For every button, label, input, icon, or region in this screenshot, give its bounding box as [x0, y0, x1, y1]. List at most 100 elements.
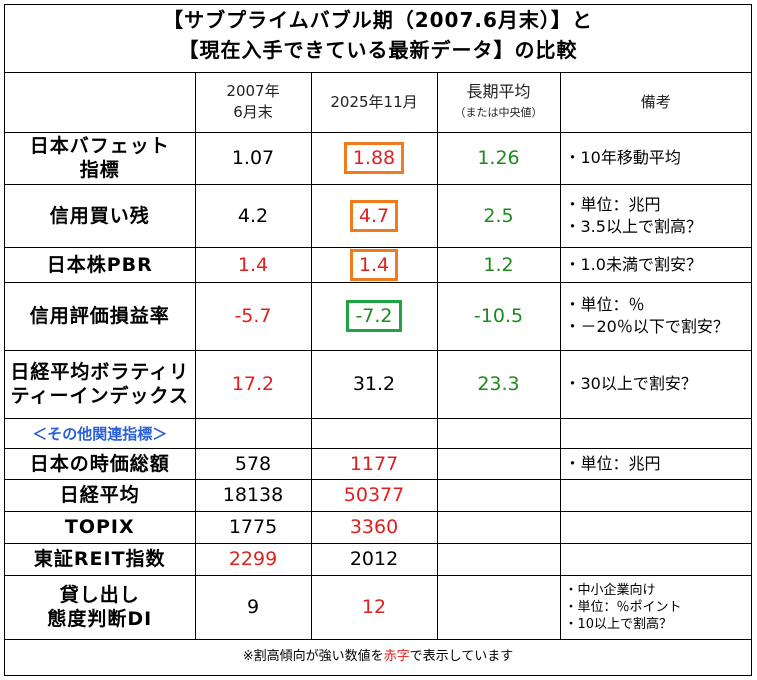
- header-2007: 2007年 6月末: [194, 73, 312, 133]
- value-average: 1.26: [436, 131, 561, 185]
- header-average-label: 長期平均: [466, 82, 531, 102]
- value-average: -10.5: [436, 281, 561, 351]
- footer-red-word: 赤字: [383, 648, 410, 664]
- note: ・中小企業向け ・単位：％ポイント ・10以上で割高？: [559, 574, 751, 640]
- row-label: 信用買い残: [5, 183, 196, 248]
- header-average: 長期平均 （または中央値）: [436, 73, 561, 133]
- value-2007: 2299: [194, 542, 312, 576]
- note-line1: ・単位：兆円: [564, 194, 661, 214]
- value-2007: 578: [194, 447, 312, 480]
- note: [559, 510, 751, 544]
- value-2025: 1177: [310, 447, 438, 480]
- table-row: 信用評価損益率 -5.7 -7.2 -10.5 ・単位：％ ・－20％以下で割安…: [5, 281, 751, 351]
- row-label: 日経平均ボラティリ ティーインデックス: [5, 349, 196, 419]
- table-row: 日本バフェット 指標 1.07 1.88 1.26 ・10年移動平均: [5, 131, 751, 185]
- highlight-box: -7.2: [346, 300, 402, 332]
- empty-cell: [194, 417, 312, 449]
- table-row: 日本の時価総額 578 1177 ・単位：兆円: [5, 447, 751, 480]
- value-2025: 1.88: [310, 131, 438, 185]
- footer-suffix: で表示しています: [409, 648, 514, 664]
- header-2025: 2025年11月: [310, 73, 438, 133]
- value-2025: 4.7: [310, 183, 438, 248]
- footer-row: ※割高傾向が強い数値を赤字で表示しています: [5, 638, 751, 669]
- note: ・単位：兆円 ・3.5以上で割高？: [559, 183, 751, 248]
- row-label: 日経平均: [5, 478, 196, 512]
- value-2007: 1.4: [194, 246, 312, 283]
- note: ・単位：％ ・－20％以下で割安？: [559, 281, 751, 351]
- value-2007: 18138: [194, 478, 312, 512]
- value-2025: -7.2: [310, 281, 438, 351]
- footer-prefix: ※割高傾向が強い数値を: [242, 648, 384, 664]
- value-average: [436, 574, 561, 640]
- table-row: 日経平均ボラティリ ティーインデックス 17.2 31.2 23.3 ・30以上…: [5, 349, 751, 419]
- table-row: 信用買い残 4.2 4.7 2.5 ・単位：兆円 ・3.5以上で割高？: [5, 183, 751, 248]
- header-row: 2007年 6月末 2025年11月 長期平均 （または中央値） 備考: [5, 73, 751, 133]
- note: ・30以上で割安？: [559, 349, 751, 419]
- note-line2: ・3.5以上で割高？: [564, 216, 702, 236]
- table-row: 東証REIT指数 2299 2012: [5, 542, 751, 576]
- header-average-sub: （または中央値）: [454, 106, 543, 120]
- value-2025: 31.2: [310, 349, 438, 419]
- note-line3: ・10以上で割高？: [564, 616, 673, 632]
- value-2025: 3360: [310, 510, 438, 544]
- highlight-box: 4.7: [349, 199, 399, 232]
- title-line-2: 【現在入手できている最新データ】の比較: [178, 38, 578, 62]
- table-row: 貸し出し 態度判断DI 9 12 ・中小企業向け ・単位：％ポイント ・10以上…: [5, 574, 751, 640]
- value-2025: 50377: [310, 478, 438, 512]
- row-label: 信用評価損益率: [5, 281, 196, 351]
- note: [559, 478, 751, 512]
- highlight-box: 1.88: [343, 142, 405, 174]
- empty-cell: [559, 417, 751, 449]
- row-label-line2: 指標: [79, 159, 120, 181]
- row-label-line1: 日本バフェット: [29, 135, 170, 157]
- note: ・10年移動平均: [559, 131, 751, 185]
- header-2007-line2: 6月末: [233, 103, 273, 122]
- table-row: 日本株PBR 1.4 1.4 1.2 ・1.0未満で割安？: [5, 246, 751, 283]
- value-2007: 1775: [194, 510, 312, 544]
- value-average: [436, 478, 561, 512]
- value-average: [436, 510, 561, 544]
- row-label: 東証REIT指数: [5, 542, 196, 576]
- value-average: 2.5: [436, 183, 561, 248]
- value-2025: 12: [310, 574, 438, 640]
- note: ・単位：兆円: [559, 447, 751, 480]
- section-label: ＜その他関連指標＞: [5, 417, 196, 449]
- footer-note: ※割高傾向が強い数値を赤字で表示しています: [5, 638, 751, 669]
- note: ・1.0未満で割安？: [559, 246, 751, 283]
- value-2007: 1.07: [194, 131, 312, 185]
- note-line1: ・単位：％: [564, 295, 645, 314]
- table-row: TOPIX 1775 3360: [5, 510, 751, 544]
- note-line1: ・中小企業向け: [564, 582, 656, 598]
- header-2007-line1: 2007年: [226, 82, 280, 101]
- title-block: 【サブプライムバブル期（2007.6月末）】と 【現在入手できている最新データ】…: [5, 5, 751, 73]
- value-average: [436, 542, 561, 576]
- row-label: 日本株PBR: [5, 246, 196, 283]
- empty-cell: [436, 417, 561, 449]
- row-label-line1: 日経平均ボラティリ: [10, 361, 190, 383]
- note-line2: ・－20％以下で割安？: [564, 317, 729, 336]
- row-label: 日本バフェット 指標: [5, 131, 196, 185]
- note: [559, 542, 751, 576]
- note-line2: ・単位：％ポイント: [564, 599, 682, 615]
- table-row: 日経平均 18138 50377: [5, 478, 751, 512]
- row-label: 日本の時価総額: [5, 447, 196, 480]
- comparison-sheet: 【サブプライムバブル期（2007.6月末）】と 【現在入手できている最新データ】…: [4, 4, 752, 676]
- comparison-table: 2007年 6月末 2025年11月 長期平均 （または中央値） 備考 日本バフ…: [5, 73, 751, 669]
- value-average: 1.2: [436, 246, 561, 283]
- row-label: TOPIX: [5, 510, 196, 544]
- value-2025: 1.4: [310, 246, 438, 283]
- value-2007: -5.7: [194, 281, 312, 351]
- value-2025: 2012: [310, 542, 438, 576]
- title-line-1: 【サブプライムバブル期（2007.6月末）】と: [163, 8, 593, 32]
- value-average: 23.3: [436, 349, 561, 419]
- value-2007: 9: [194, 574, 312, 640]
- value-2007: 4.2: [194, 183, 312, 248]
- empty-cell: [310, 417, 438, 449]
- value-2007: 17.2: [194, 349, 312, 419]
- row-label-line1: 貸し出し: [59, 584, 140, 606]
- header-note: 備考: [559, 73, 751, 133]
- row-label: 貸し出し 態度判断DI: [5, 574, 196, 640]
- section-row: ＜その他関連指標＞: [5, 417, 751, 449]
- value-average: [436, 447, 561, 480]
- row-label-line2: 態度判断DI: [47, 608, 153, 630]
